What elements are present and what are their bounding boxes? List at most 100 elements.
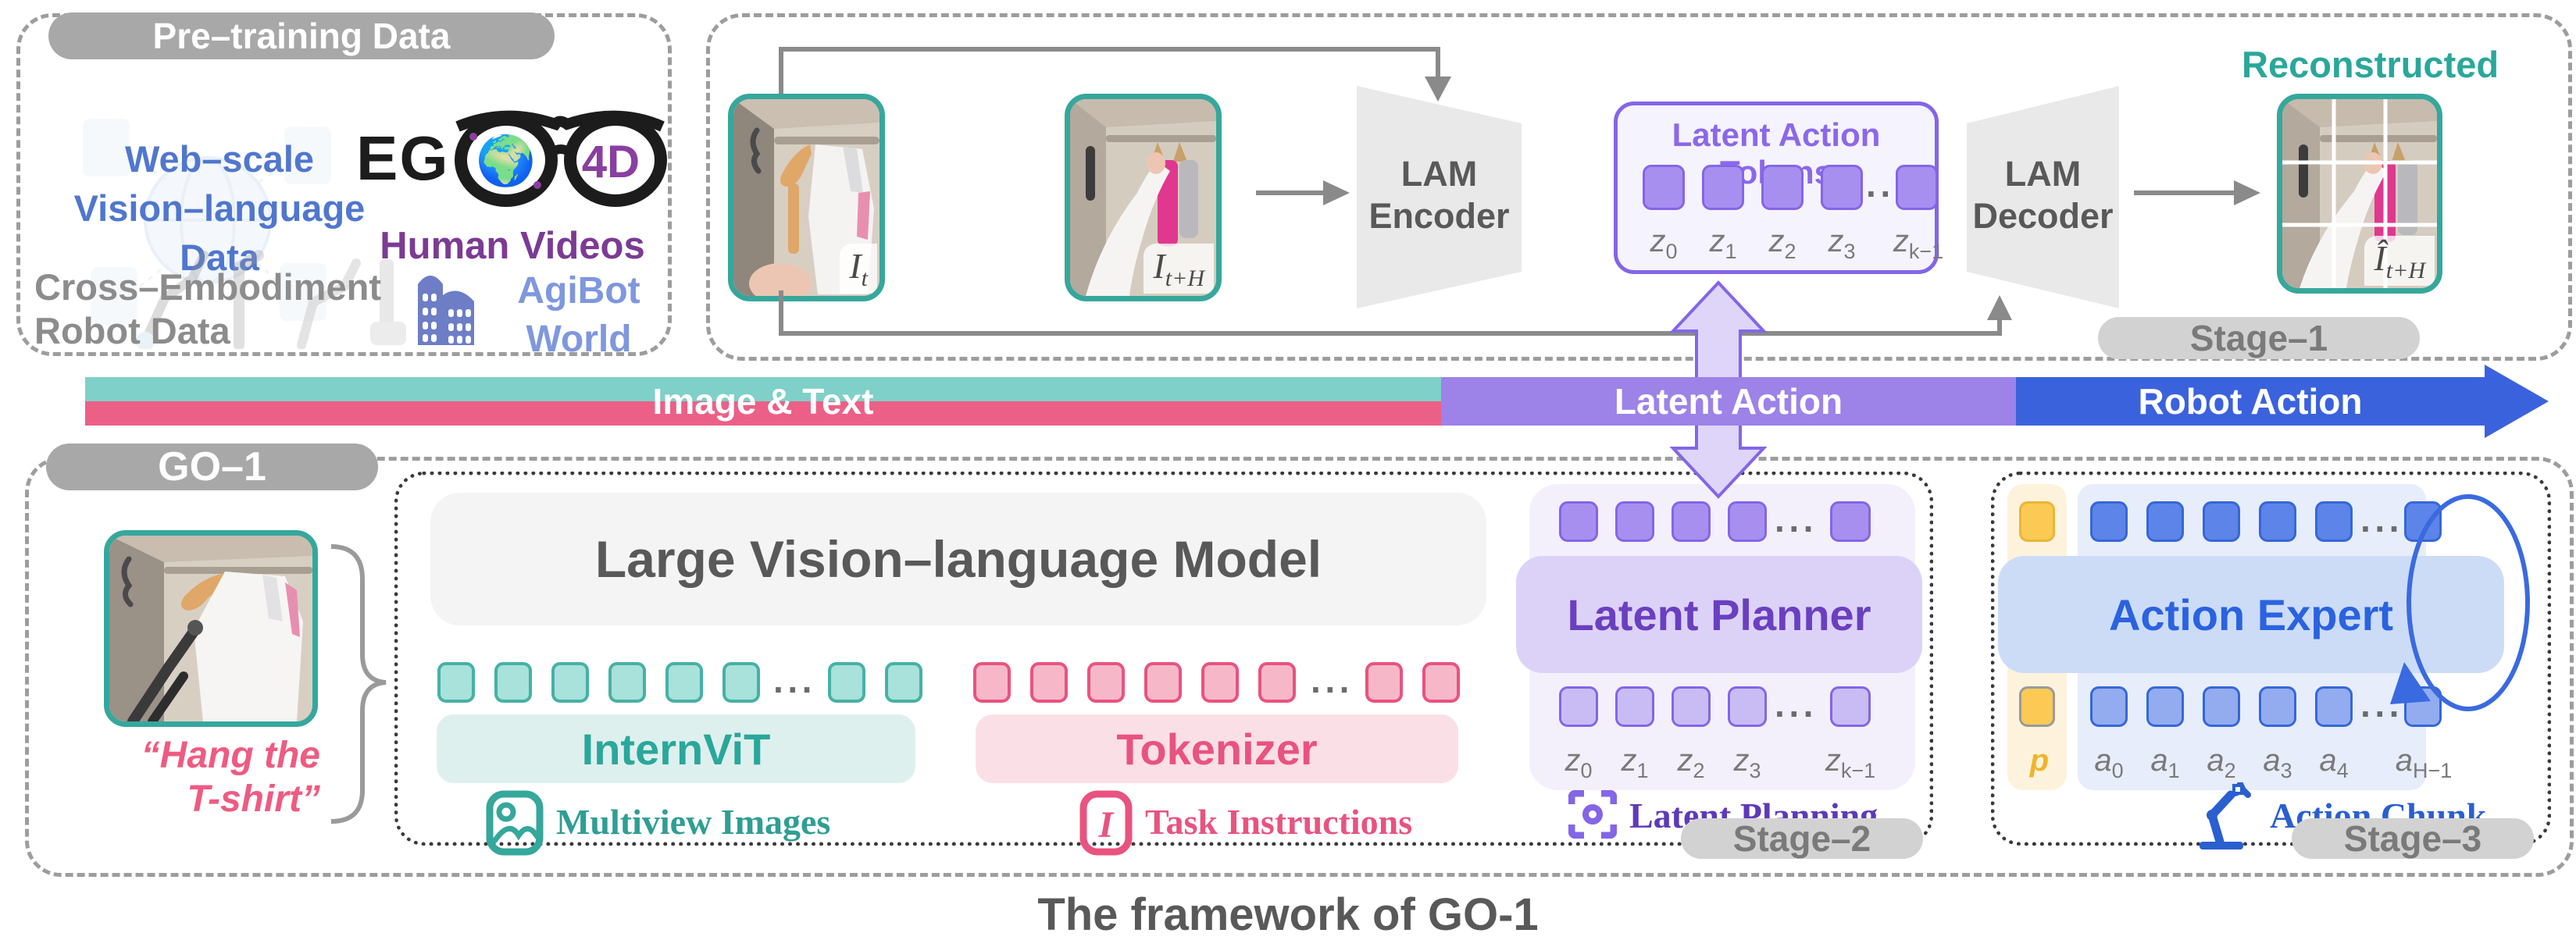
action-query-token xyxy=(2203,501,2240,542)
ego4d-logo: EG 🌍 4D xyxy=(356,99,669,216)
pipeline-segment-latent-action: Latent Action xyxy=(1441,377,2016,426)
lam-encoder-label: LAM Encoder xyxy=(1368,154,1510,236)
lam-encoder-shape xyxy=(1357,86,1522,308)
svg-text:🌍: 🌍 xyxy=(476,133,536,188)
web-globe-decoration-icon xyxy=(83,119,331,325)
z-label: z3 xyxy=(1733,743,1761,782)
agibot-colosseum-icon xyxy=(418,276,474,345)
text-token xyxy=(1087,662,1125,703)
web-scale-data-label: Web–scale Vision–language Data xyxy=(73,138,366,278)
z-label: z3 xyxy=(1828,224,1856,263)
z-label: zk−1 xyxy=(1893,224,1944,263)
vision-token xyxy=(828,662,865,703)
latent-output-token xyxy=(1672,686,1711,727)
vision-token xyxy=(608,662,646,703)
text-tokens-ellipsis: ··· xyxy=(1311,669,1354,710)
pipeline-segment-image-text: Image & Text xyxy=(85,377,1441,426)
robot-silhouettes-decoration-icon xyxy=(136,250,406,349)
action-output-token xyxy=(2404,686,2442,727)
task-instruction-text: “Hang the T-shirt” xyxy=(141,735,320,820)
latent-output-token xyxy=(1830,686,1871,727)
latent-planner-box: Latent Planner xyxy=(1516,556,1922,673)
go1-observation-photo xyxy=(104,530,318,727)
multiview-images-icon xyxy=(486,790,544,856)
vision-tokens-ellipsis: ··· xyxy=(773,669,816,710)
stage1-box xyxy=(706,13,2572,361)
action-query-token xyxy=(2259,501,2296,542)
stage3-pill: Stage–3 xyxy=(2292,818,2534,859)
action-output-token xyxy=(2203,686,2240,727)
a-label: a0 xyxy=(2094,743,2124,782)
image-band xyxy=(85,377,1441,401)
latent-query-ellipsis: ··· xyxy=(1775,508,1818,549)
agibot-world-label: AgiBot World xyxy=(517,270,640,360)
ego4d-glasses-icon: 🌍 4D xyxy=(455,110,667,207)
tokenizer-box: Tokenizer xyxy=(976,714,1458,783)
latent-action-tokens-box: Latent Action Tokens ··· z0 z1 z2 z3 zk−… xyxy=(1614,102,1943,274)
proprio-label: p xyxy=(2029,743,2050,778)
reconstructed-frame-label: Ît+H xyxy=(2364,235,2435,286)
robot-arm-icon xyxy=(2200,782,2251,849)
vision-token xyxy=(885,662,922,703)
latent-token xyxy=(1761,165,1804,210)
reconstructed-photo: Ît+H xyxy=(2277,94,2442,294)
frame-th-photo: It+H xyxy=(1065,94,1222,301)
wardrobe-scene-icon xyxy=(733,99,879,296)
action-output-token xyxy=(2090,686,2128,727)
latent-output-ellipsis: ··· xyxy=(1775,693,1818,734)
vision-token xyxy=(551,662,589,703)
reconstructed-label: Reconstructed xyxy=(2242,44,2499,85)
text-band xyxy=(85,401,1441,426)
pipeline-label-latent-action: Latent Action xyxy=(1614,381,1843,422)
multiview-images-label: Multiview Images xyxy=(556,802,831,842)
task-instructions-label: Task Instructions xyxy=(1145,802,1413,842)
figure-caption: The framework of GO-1 xyxy=(1037,889,1539,940)
a-label: a1 xyxy=(2150,743,2180,782)
latent-output-token xyxy=(1615,686,1654,727)
go1-pill: GO–1 xyxy=(46,443,378,490)
svg-text:I: I xyxy=(1098,804,1115,846)
latent-token xyxy=(1643,165,1685,210)
svg-text:4D: 4D xyxy=(582,137,640,187)
ego4d-logo-text: EG xyxy=(356,123,450,193)
pipeline-label-image-text: Image & Text xyxy=(652,381,874,422)
z-label: zk−1 xyxy=(1825,743,1876,782)
z-label: z1 xyxy=(1709,224,1737,263)
z-label: z0 xyxy=(1650,224,1678,263)
text-token xyxy=(1201,662,1239,703)
a-label: a2 xyxy=(2207,743,2236,782)
vision-token xyxy=(494,662,532,703)
stage2-box xyxy=(394,472,1933,846)
z-label: z2 xyxy=(1768,224,1796,263)
stage3-box xyxy=(1991,472,2551,846)
action-output-token xyxy=(2315,686,2353,727)
latent-output-token xyxy=(1559,686,1598,727)
z-label: z1 xyxy=(1621,743,1649,782)
pretraining-title: Pre–training Data xyxy=(152,16,451,56)
stage2-pill: Stage–2 xyxy=(1681,818,1923,859)
text-token xyxy=(1365,662,1403,703)
a-label: a4 xyxy=(2319,743,2349,782)
latent-query-token xyxy=(1830,501,1871,542)
frame-t-photo: It xyxy=(728,94,885,301)
latent-token xyxy=(1896,165,1938,210)
latent-query-token xyxy=(1559,501,1598,542)
text-token xyxy=(1030,662,1068,703)
frame-t-label: It xyxy=(840,243,877,294)
latent-output-token xyxy=(1728,686,1767,727)
latent-planning-icon xyxy=(1568,790,1617,839)
z-label: z0 xyxy=(1565,743,1593,782)
cross-embodiment-label: Cross–Embodiment Robot Data xyxy=(34,266,381,351)
proprio-output-token xyxy=(2019,686,2055,727)
latent-query-token xyxy=(1728,501,1767,542)
human-videos-label: Human Videos xyxy=(380,225,645,267)
stage1-pill: Stage–1 xyxy=(2098,317,2420,359)
pretraining-title-pill: Pre–training Data xyxy=(48,12,555,59)
action-output-token xyxy=(2146,686,2184,727)
lam-decoder-shape xyxy=(1967,86,2119,308)
text-token xyxy=(973,662,1011,703)
pretraining-data-box: Pre–training Data Web–scale Vision–langu… xyxy=(16,12,672,360)
z-label: z2 xyxy=(1677,743,1705,782)
vision-token xyxy=(722,662,760,703)
pipeline-segment-robot-action: Robot Action xyxy=(2016,377,2485,426)
